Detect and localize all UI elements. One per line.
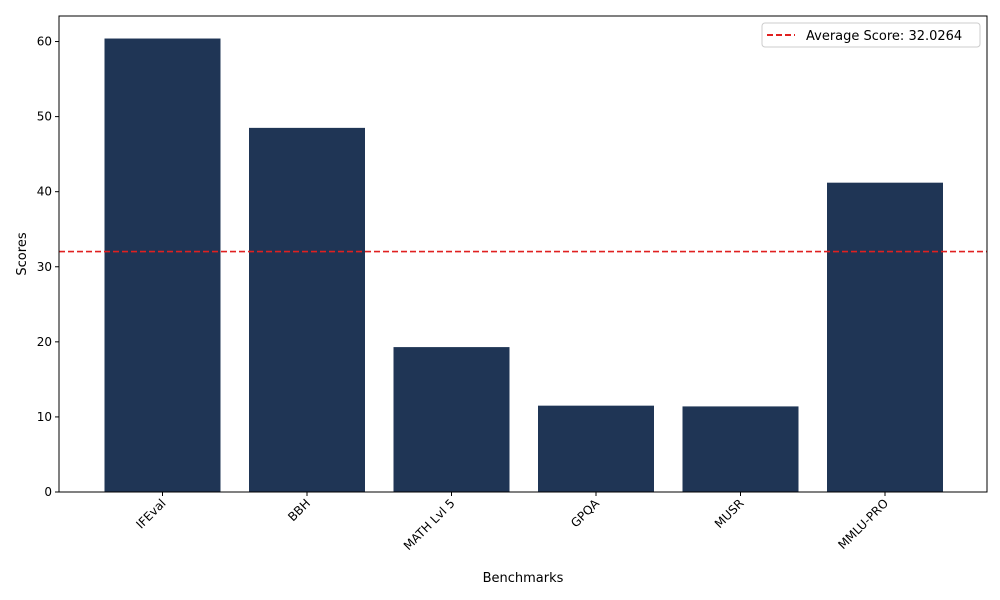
y-tick-label: 40 bbox=[37, 185, 52, 199]
y-tick-label: 30 bbox=[37, 260, 52, 274]
x-tick-label: MMLU-PRO bbox=[835, 496, 891, 552]
bar-math-lvl-5 bbox=[393, 347, 510, 492]
y-tick-label: 0 bbox=[44, 485, 52, 499]
bar-mmlu-pro bbox=[827, 182, 943, 492]
x-axis-ticks: IFEval BBH MATH Lvl 5 GPQA MUSR MMLU-PRO bbox=[133, 492, 891, 553]
legend-label: Average Score: 32.0264 bbox=[806, 29, 962, 44]
axes-layer bbox=[58, 15, 988, 493]
y-tick-label: 60 bbox=[37, 35, 52, 49]
legend: Average Score: 32.0264 bbox=[761, 22, 981, 48]
y-tick-label: 10 bbox=[37, 410, 52, 424]
bars-layer bbox=[104, 38, 943, 493]
x-tick-label: MUSR bbox=[712, 496, 747, 531]
x-axis-label: Benchmarks bbox=[483, 571, 564, 586]
bar-ifeval bbox=[104, 38, 221, 493]
y-tick-label: 20 bbox=[37, 335, 52, 349]
y-axis-ticks: 0 10 20 30 40 50 60 bbox=[37, 35, 59, 499]
bar-musr bbox=[682, 406, 799, 492]
y-axis-label: Scores bbox=[15, 232, 30, 275]
plot-frame bbox=[58, 15, 988, 493]
x-tick-label: GPQA bbox=[568, 496, 603, 531]
x-tick-label: IFEval bbox=[133, 496, 168, 531]
x-tick-label: MATH Lvl 5 bbox=[401, 496, 458, 553]
x-tick-label: BBH bbox=[285, 496, 313, 524]
y-tick-label: 50 bbox=[37, 110, 52, 124]
bar-bbh bbox=[249, 127, 365, 493]
legend-box bbox=[761, 22, 981, 48]
bar-gpqa bbox=[538, 405, 654, 492]
